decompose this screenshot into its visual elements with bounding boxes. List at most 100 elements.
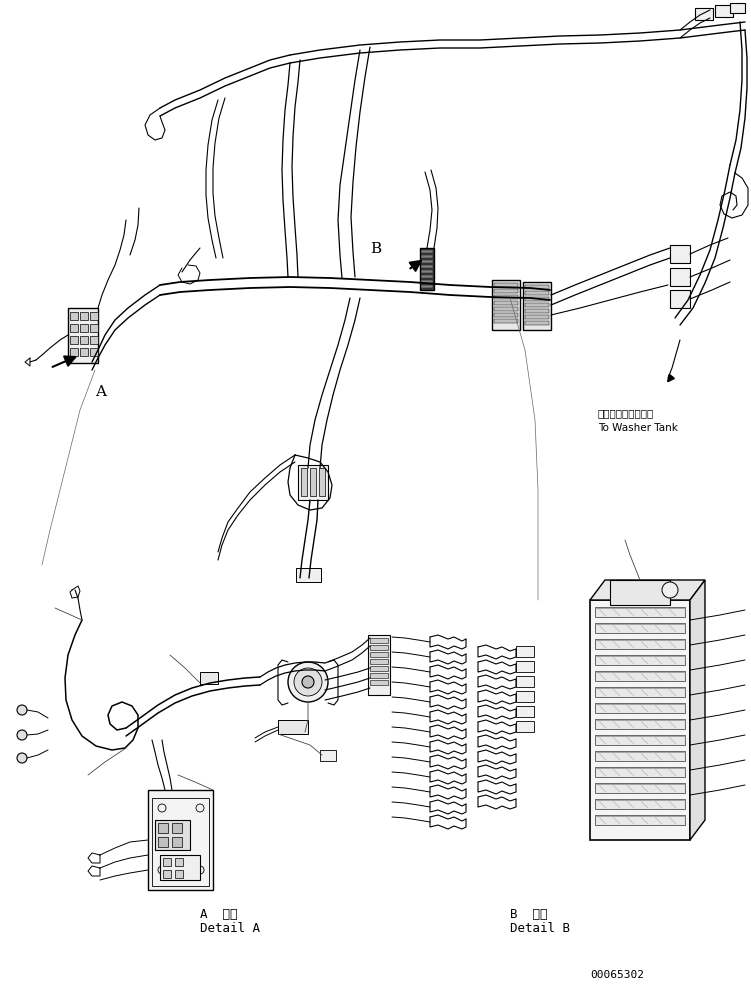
Bar xyxy=(90,312,98,320)
Bar xyxy=(516,691,534,702)
Bar xyxy=(152,798,209,886)
Bar xyxy=(595,703,685,713)
Text: Detail A: Detail A xyxy=(200,922,260,935)
Bar xyxy=(595,783,685,793)
Bar xyxy=(525,297,549,301)
Circle shape xyxy=(17,753,27,763)
Bar xyxy=(730,3,745,13)
Text: B: B xyxy=(370,242,381,256)
Text: 00065302: 00065302 xyxy=(590,970,644,980)
Bar xyxy=(421,270,433,273)
Circle shape xyxy=(17,730,27,740)
Bar xyxy=(160,855,200,880)
Bar xyxy=(370,680,388,685)
Bar xyxy=(296,568,321,582)
Bar xyxy=(523,282,551,330)
Polygon shape xyxy=(690,580,705,840)
Bar xyxy=(494,283,518,287)
Bar xyxy=(595,815,685,825)
Bar xyxy=(175,858,183,866)
Bar xyxy=(525,291,549,295)
Bar xyxy=(590,600,690,840)
Bar xyxy=(158,823,168,833)
Bar xyxy=(610,580,670,605)
Bar xyxy=(516,721,534,732)
Bar xyxy=(90,348,98,356)
Text: ウォッシャタンクヘ: ウォッシャタンクヘ xyxy=(598,408,654,418)
Polygon shape xyxy=(590,580,705,600)
Circle shape xyxy=(17,705,27,715)
Bar xyxy=(525,309,549,313)
Text: B  詳細: B 詳細 xyxy=(510,908,547,921)
Bar xyxy=(695,8,713,20)
Bar xyxy=(525,321,549,325)
Bar xyxy=(172,823,182,833)
Circle shape xyxy=(662,582,678,598)
Bar xyxy=(670,268,690,286)
Bar xyxy=(70,336,78,344)
Bar xyxy=(370,666,388,671)
Bar xyxy=(70,324,78,332)
Bar xyxy=(68,308,98,363)
Bar xyxy=(298,465,328,500)
Bar xyxy=(163,870,171,878)
Bar xyxy=(70,312,78,320)
Bar xyxy=(516,706,534,717)
Bar xyxy=(370,645,388,650)
Bar xyxy=(595,671,685,681)
Bar xyxy=(155,820,190,850)
Bar xyxy=(421,260,433,263)
Circle shape xyxy=(302,676,314,688)
Bar xyxy=(492,280,520,330)
Bar xyxy=(715,5,733,17)
Bar xyxy=(200,672,218,684)
Bar xyxy=(525,303,549,307)
Bar xyxy=(421,265,433,268)
Bar xyxy=(494,307,518,311)
Bar xyxy=(90,324,98,332)
Bar xyxy=(163,858,171,866)
Bar xyxy=(310,468,316,496)
Bar xyxy=(525,315,549,319)
Bar xyxy=(70,348,78,356)
Bar xyxy=(278,720,308,734)
Bar xyxy=(595,735,685,745)
Bar xyxy=(494,289,518,293)
Bar xyxy=(421,275,433,278)
Bar xyxy=(525,285,549,289)
Bar xyxy=(421,280,433,283)
Bar xyxy=(670,245,690,263)
Bar xyxy=(158,837,168,847)
Bar xyxy=(516,661,534,672)
Bar xyxy=(368,635,390,695)
Bar xyxy=(516,676,534,687)
Bar xyxy=(421,285,433,288)
Bar xyxy=(595,767,685,777)
Bar xyxy=(494,313,518,317)
Bar xyxy=(595,751,685,761)
Bar xyxy=(595,623,685,633)
Text: A: A xyxy=(95,385,106,399)
Bar xyxy=(595,687,685,697)
Bar xyxy=(370,638,388,643)
Bar xyxy=(80,336,88,344)
Circle shape xyxy=(294,668,322,696)
Bar xyxy=(319,468,325,496)
Bar xyxy=(595,655,685,665)
Bar xyxy=(420,248,434,290)
Bar xyxy=(370,652,388,657)
Bar xyxy=(320,750,336,761)
Bar xyxy=(494,319,518,323)
Bar xyxy=(175,870,183,878)
Bar xyxy=(516,646,534,657)
Bar xyxy=(595,799,685,809)
Bar xyxy=(494,301,518,305)
Bar xyxy=(80,348,88,356)
Bar xyxy=(595,719,685,729)
Bar xyxy=(148,790,213,890)
Bar xyxy=(80,312,88,320)
Circle shape xyxy=(288,662,328,702)
Bar xyxy=(370,673,388,678)
Text: Detail B: Detail B xyxy=(510,922,570,935)
Text: A  詳細: A 詳細 xyxy=(200,908,237,921)
